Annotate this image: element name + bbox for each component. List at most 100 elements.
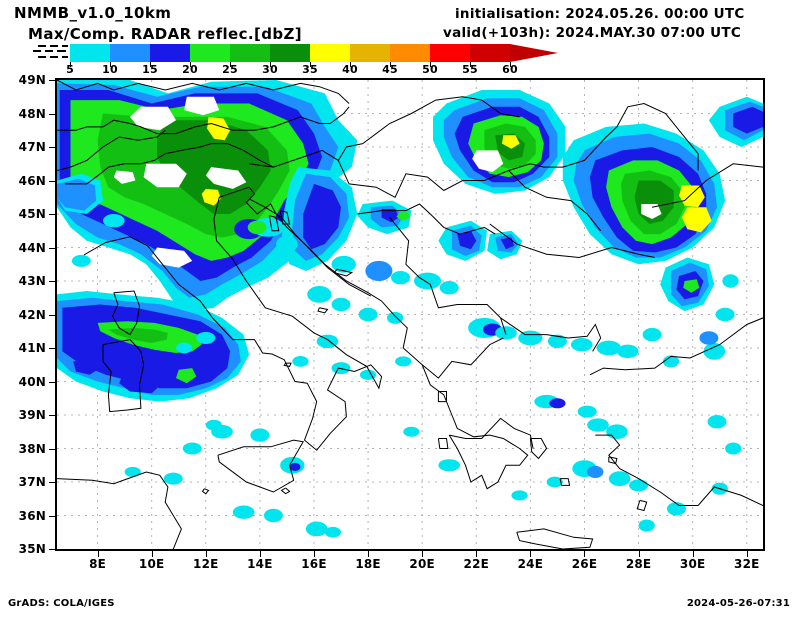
reflectivity-cell <box>331 362 351 375</box>
colorbar-low-end-dash <box>62 45 68 47</box>
reflectivity-cell <box>71 254 91 267</box>
coastline <box>111 290 141 336</box>
reflectivity-contour-15dbz-blacksea <box>733 106 763 134</box>
latitude-tick <box>49 281 55 282</box>
colorbar-tick <box>470 62 471 67</box>
reflectivity-cell <box>395 356 412 367</box>
island-outline <box>317 307 329 314</box>
latitude-tick-label: 36N <box>18 508 46 523</box>
reflectivity-cell <box>722 274 739 288</box>
longitude-tick <box>205 551 207 557</box>
reflectivity-cell <box>642 327 662 342</box>
reflectivity-contour-35dbz-veneto <box>201 188 221 206</box>
reflectivity-contour-30dbz-alps <box>157 120 271 214</box>
reflectivity-cell <box>387 311 404 324</box>
latitude-tick-label: 49N <box>18 73 46 87</box>
coastline <box>102 339 145 413</box>
reflectivity-cell <box>616 344 639 359</box>
latitude-tick <box>49 549 55 550</box>
colorbar-tick-label: 20 <box>182 63 198 76</box>
colorbar-tick <box>70 62 71 67</box>
colorbar-tick-label: 25 <box>222 63 238 76</box>
reflectivity-cell <box>324 526 342 538</box>
coastline <box>337 96 520 161</box>
reflectivity-cell <box>570 337 593 352</box>
colorbar-high-end-arrow <box>510 44 558 62</box>
reflectivity-contour-25dbz-tyrrhenian <box>108 327 168 343</box>
colorbar-low-end-dash <box>33 50 41 52</box>
reflectivity-cell <box>196 331 216 344</box>
latitude-tick-label: 45N <box>18 207 46 221</box>
latitude-tick <box>49 214 55 215</box>
reflectivity-cell <box>546 476 563 488</box>
colorbar-tick <box>270 62 271 67</box>
island-outline <box>201 488 210 495</box>
colorbar-band-55-60 <box>470 44 510 62</box>
reflectivity-cell <box>247 220 267 235</box>
reflectivity-contour-15dbz-serbia <box>457 230 477 250</box>
reflectivity-gap <box>641 204 662 219</box>
longitude-tick-label: 32E <box>734 557 760 571</box>
longitude-tick <box>422 551 424 557</box>
colorbar-tick-label: 45 <box>382 63 398 76</box>
coastline <box>57 106 350 135</box>
coastline <box>57 80 350 104</box>
longitude-tick-label: 22E <box>463 557 490 571</box>
colorbar-band-50-55 <box>430 44 470 62</box>
reflectivity-cell <box>331 297 351 312</box>
latitude-tick-label: 41N <box>18 341 46 355</box>
reflectivity-cell <box>662 355 680 368</box>
reflectivity-cell <box>495 326 517 340</box>
coastline <box>449 417 534 449</box>
colorbar-tick-label: 15 <box>142 63 158 76</box>
reflectivity-cell <box>596 340 621 356</box>
coastline <box>357 203 496 235</box>
island-outline <box>529 438 548 460</box>
reflectivity-cell <box>205 419 223 431</box>
longitude-tick <box>97 551 99 557</box>
reflectivity-contour-20dbz-bosnia <box>396 212 410 221</box>
grads-credit: GrADS: COLA/IGES <box>8 598 115 609</box>
reflectivity-cell <box>276 235 298 253</box>
coastline <box>249 102 699 198</box>
coastline <box>516 528 594 549</box>
coastline <box>57 471 182 549</box>
reflectivity-cell <box>587 465 604 478</box>
latitude-tick-label: 39N <box>18 408 46 422</box>
reflectivity-cell <box>102 214 125 228</box>
longitude-tick <box>746 551 748 557</box>
coastline <box>651 163 763 208</box>
longitude-tick <box>151 551 153 557</box>
reflectivity-contour-15dbz-bosnia <box>381 209 400 223</box>
reflectivity-cell <box>715 307 735 322</box>
reflectivity-contour-35dbz-turkey-s <box>681 207 712 233</box>
colorbar-tick <box>150 62 151 67</box>
coastline <box>500 317 602 352</box>
colorbar-tick-label: 55 <box>462 63 478 76</box>
latitude-tick <box>49 314 55 316</box>
reflectivity-cell <box>358 307 378 322</box>
reflectivity-cell <box>182 442 202 455</box>
longitude-tick <box>313 551 315 557</box>
latitude-tick-label: 43N <box>18 274 46 288</box>
reflectivity-cell <box>608 471 631 487</box>
latitude-tick <box>49 80 55 81</box>
initialisation-time: initialisation: 2024.05.26. 00:00 UTC <box>455 6 745 22</box>
reflectivity-contour-15dbz-blob <box>73 359 101 375</box>
latitude-tick-label: 40N <box>18 374 46 389</box>
colorbar-low-end-dash <box>57 50 66 52</box>
longitude-tick-label: 28E <box>625 557 652 571</box>
colorbar-band-30-35 <box>270 44 310 62</box>
reflectivity-cell <box>587 418 609 432</box>
latitude-tick <box>49 247 55 249</box>
latitude-tick-label: 42N <box>18 307 46 322</box>
longitude-tick-label: 26E <box>571 557 598 571</box>
reflectivity-cell <box>699 331 719 345</box>
reflectivity-cell <box>305 521 328 537</box>
latitude-tick-label: 37N <box>18 475 46 489</box>
latitude-tick <box>49 415 55 416</box>
island-outline <box>268 215 280 232</box>
longitude-tick <box>259 551 261 557</box>
reflectivity-cell <box>547 334 567 348</box>
